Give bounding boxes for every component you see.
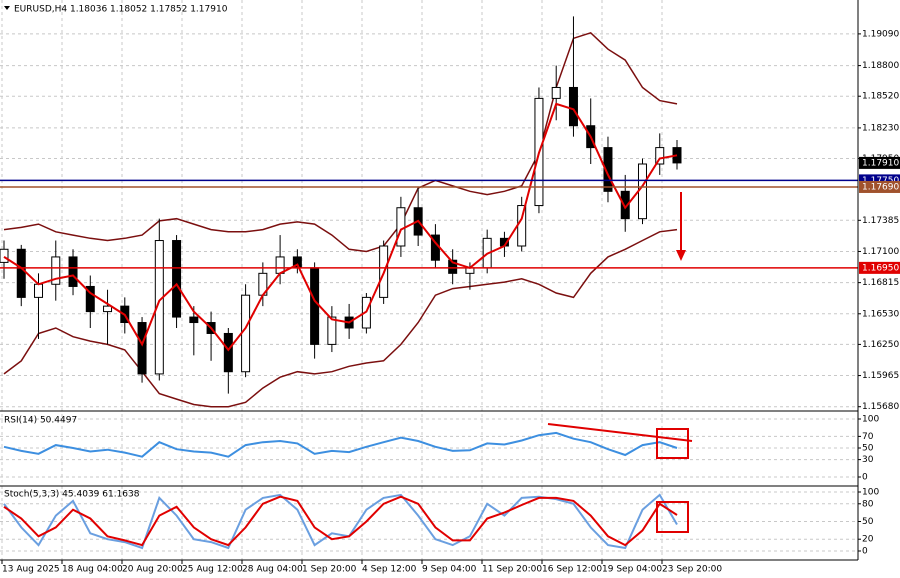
candle-body xyxy=(637,163,647,220)
y-tick-label: 50 xyxy=(862,444,874,454)
price-label-bg xyxy=(859,156,900,169)
y-tick-label: 70 xyxy=(862,432,874,442)
indicator-line xyxy=(3,495,678,547)
candle-body xyxy=(396,207,406,247)
collapse-icon[interactable] xyxy=(4,6,10,10)
level-label: 1.17690 xyxy=(862,182,899,192)
level-label: 1.17750 xyxy=(862,176,899,186)
main-title: EURUSD,H4 1.18036 1.18052 1.17852 1.1791… xyxy=(14,5,228,15)
candle-body xyxy=(189,316,199,324)
y-tick-label: 30 xyxy=(862,455,874,465)
y-tick-label: 1.17385 xyxy=(862,216,899,226)
x-tick-label: 23 Sep 20:00 xyxy=(662,565,722,575)
y-tick-label: 1.16530 xyxy=(862,309,899,319)
indicator-line xyxy=(3,431,678,458)
y-tick-label: 1.16250 xyxy=(862,340,899,350)
candle-body xyxy=(448,259,458,274)
price-label: 1.17910 xyxy=(862,158,899,168)
candle-body xyxy=(68,256,78,287)
x-tick-label: 18 Aug 04:00 xyxy=(62,565,123,575)
y-tick-label: 1.16815 xyxy=(862,278,899,288)
candle-body xyxy=(16,248,26,298)
x-tick-label: 19 Sep 04:00 xyxy=(602,565,662,575)
highlight-box xyxy=(656,428,689,459)
y-tick-label: 1.15965 xyxy=(862,371,899,381)
x-tick-label: 16 Sep 12:00 xyxy=(542,565,602,575)
y-tick-label: 1.18520 xyxy=(862,92,899,102)
y-tick-label: 80 xyxy=(862,499,874,509)
annotations xyxy=(547,192,693,533)
candle-body xyxy=(310,267,320,345)
y-tick-label: 1.17100 xyxy=(862,247,899,257)
y-tick-label: 50 xyxy=(862,517,874,527)
candle-body xyxy=(620,190,630,220)
stoch-title: Stoch(5,3,3) 45.4039 61.1638 xyxy=(4,490,140,500)
candle-body xyxy=(137,322,147,375)
level-label: 1.16950 xyxy=(862,263,899,273)
x-tick-label: 9 Sep 04:00 xyxy=(422,565,477,575)
trend-line xyxy=(547,423,693,442)
arrow-head xyxy=(676,250,686,261)
y-tick-label: 0 xyxy=(862,547,868,557)
x-tick-label: 4 Sep 12:00 xyxy=(362,565,417,575)
x-tick-label: 13 Aug 2025 xyxy=(2,565,60,575)
y-tick-label: 100 xyxy=(862,488,879,498)
candle-body xyxy=(34,283,44,298)
y-tick-label: 1.19090 xyxy=(862,29,899,39)
level-label-bg xyxy=(859,180,900,193)
x-tick-label: 28 Aug 04:00 xyxy=(242,565,303,575)
y-tick-label: 20 xyxy=(862,535,874,545)
level-label-bg xyxy=(859,261,900,274)
candle-body xyxy=(551,86,561,99)
y-tick-label: 1.18230 xyxy=(862,123,899,133)
candle-body xyxy=(223,332,233,373)
x-tick-label: 11 Sep 20:00 xyxy=(482,565,542,575)
rsi-title: RSI(14) 50.4497 xyxy=(4,416,77,426)
candle-body xyxy=(154,240,164,375)
plot-layer xyxy=(0,0,858,560)
candle-body xyxy=(51,256,61,285)
y-tick-label: 1.15680 xyxy=(862,402,899,412)
candle-body xyxy=(568,86,578,127)
x-tick-label: 25 Aug 12:00 xyxy=(182,565,243,575)
highlight-box xyxy=(656,501,689,533)
bollinger-band xyxy=(3,31,678,253)
bollinger-band xyxy=(3,228,678,408)
indicator-line xyxy=(3,493,678,550)
x-tick-label: 1 Sep 20:00 xyxy=(302,565,357,575)
x-tick-label: 20 Aug 20:00 xyxy=(122,565,183,575)
candle-body xyxy=(327,316,337,345)
candle-body xyxy=(103,305,113,313)
candle-body xyxy=(0,248,9,263)
moving-average xyxy=(3,102,678,352)
candle-body xyxy=(655,147,665,165)
candle-body xyxy=(172,240,182,318)
y-tick-label: 1.18800 xyxy=(862,61,899,71)
candle-body xyxy=(603,147,613,192)
candle-body xyxy=(85,285,95,313)
y-tick-label: 0 xyxy=(862,473,868,483)
candle-body xyxy=(241,294,251,373)
y-tick-label: 100 xyxy=(862,415,879,425)
